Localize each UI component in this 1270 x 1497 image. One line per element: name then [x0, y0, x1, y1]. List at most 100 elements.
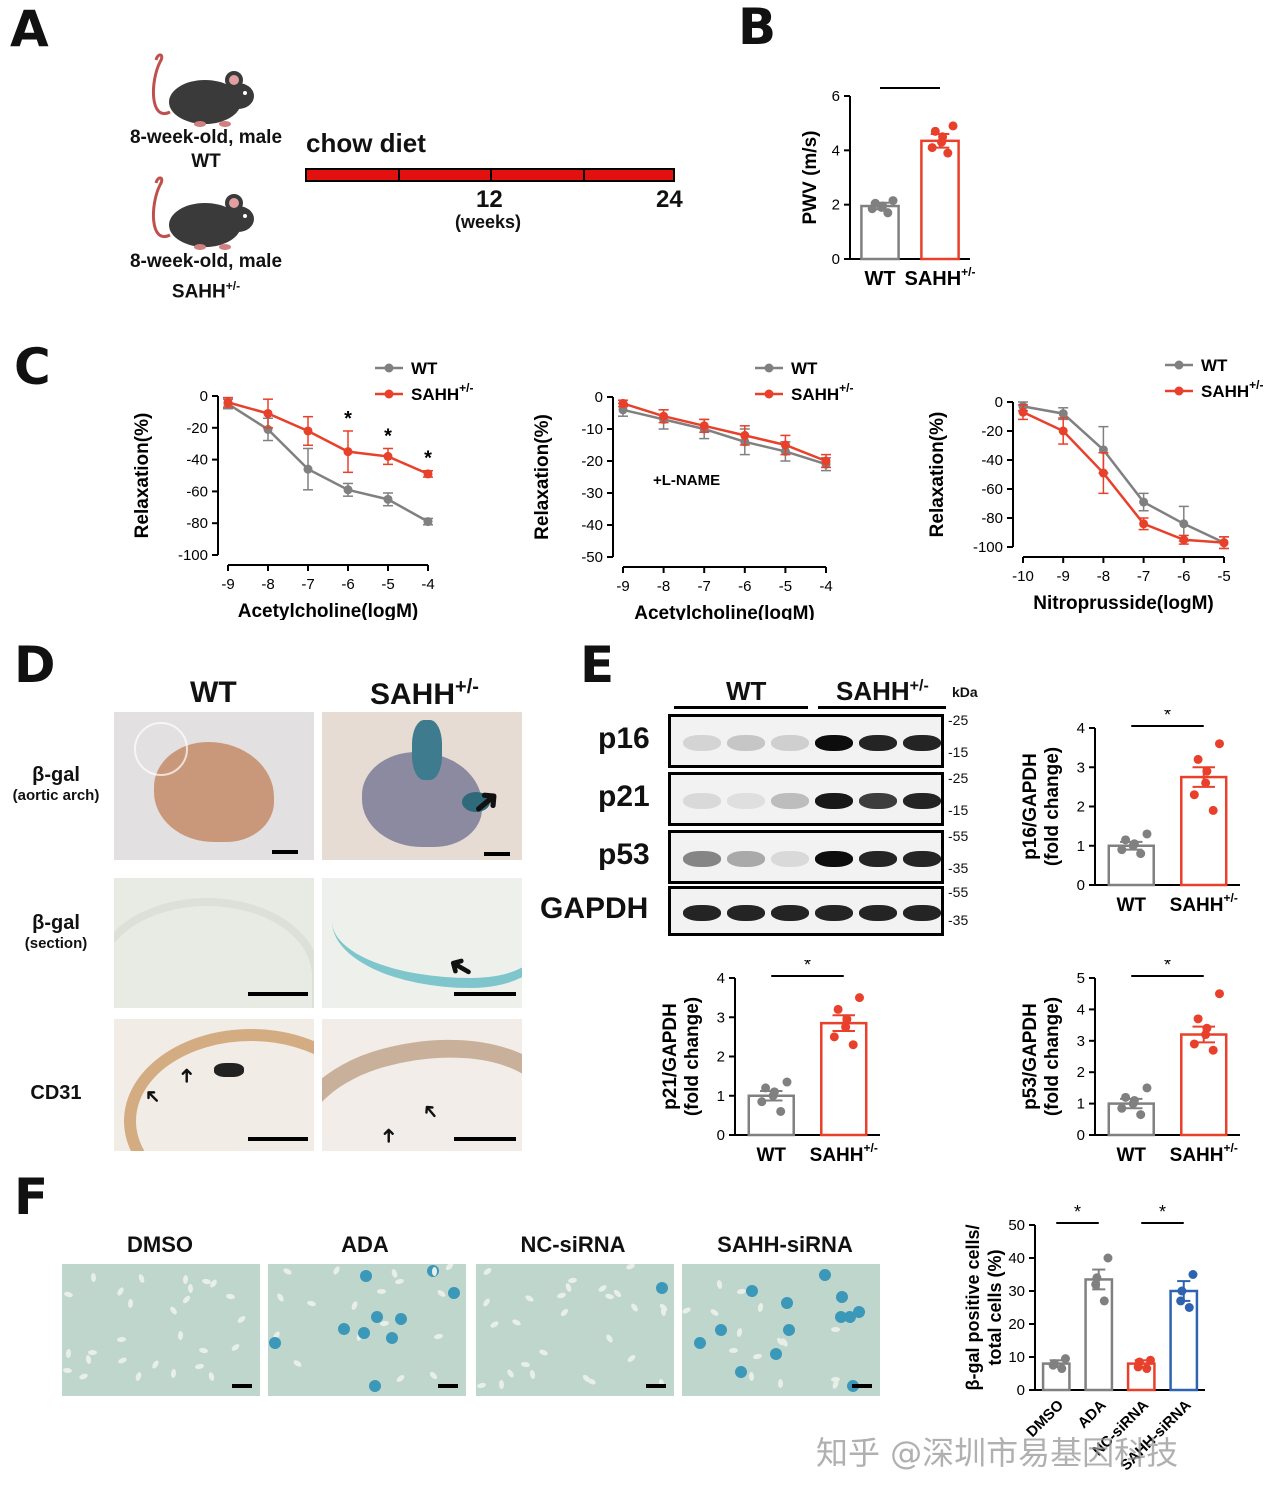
legend-marker — [764, 389, 774, 399]
cell — [612, 1288, 623, 1298]
y-axis-label: p53/GAPDH — [1020, 1003, 1041, 1110]
panel-label-b: B — [738, 0, 777, 56]
blot-marker: -35 — [948, 912, 969, 928]
x-tick-sup: +/- — [961, 265, 975, 279]
y-tick-label: -100 — [178, 547, 208, 564]
legend-marker — [1174, 386, 1184, 396]
data-point — [938, 132, 948, 142]
bar — [1107, 844, 1155, 887]
y-tick-label: 4 — [717, 970, 725, 987]
chart-p53: 0 1 2 3 4 5 WT SAHH+/- * p53/GAPDH (fold change) — [1020, 960, 1240, 1166]
data-point — [1142, 1083, 1152, 1093]
y-tick-label: 2 — [1077, 1064, 1085, 1081]
x-tick-sup: +/- — [1224, 1141, 1238, 1155]
mouse1-line2: WT — [191, 151, 221, 172]
significance-mark: * — [344, 408, 352, 430]
scale-bar — [646, 1384, 666, 1388]
blot-band — [683, 905, 721, 921]
data-point — [1208, 1045, 1218, 1055]
cell — [178, 1331, 184, 1341]
y-axis-label: (fold change) — [682, 997, 703, 1116]
panel-label-a: A — [10, 0, 49, 58]
cell — [567, 1276, 578, 1284]
legend-marker — [764, 363, 774, 373]
y-tick-label: 20 — [1008, 1316, 1025, 1333]
series-line — [1022, 411, 1225, 544]
cell — [489, 1320, 500, 1330]
legend-marker — [1174, 360, 1184, 370]
series-line — [227, 401, 429, 476]
cell — [629, 1302, 640, 1313]
x-tick-label: -7 — [698, 578, 711, 595]
y-tick-label: 3 — [1077, 1033, 1085, 1050]
x-tick-label: -9 — [1057, 568, 1070, 585]
data-point — [618, 405, 628, 415]
cell — [653, 1280, 671, 1297]
blot-group-wt: WT — [726, 676, 767, 706]
significance-mark: * — [906, 80, 913, 87]
x-tick-label: -5 — [779, 578, 792, 595]
panel-label-c: C — [14, 338, 51, 396]
cell — [505, 1368, 516, 1379]
chart-p16: 0 1 2 3 4 WT SAHH+/- * p16/GAPDH (fold change) — [1020, 710, 1240, 916]
cell — [736, 1327, 744, 1338]
f-micrograph — [268, 1264, 466, 1396]
blot-group-sahh: SAHH — [836, 676, 910, 706]
y-tick-label: 6 — [832, 88, 840, 105]
y-tick-label: -60 — [186, 483, 208, 500]
data-point — [1018, 407, 1028, 417]
blot-band — [727, 851, 765, 867]
y-tick-label: -20 — [981, 423, 1003, 440]
diet-label: chow diet — [306, 128, 426, 158]
aortic-arch-sahh-image: ➜ — [322, 712, 522, 860]
x-tick-label: -7 — [301, 576, 314, 593]
data-point — [1214, 739, 1224, 749]
y-tick-label: 0 — [595, 389, 603, 406]
d-row1-label: β-gal — [32, 764, 80, 786]
data-point — [1103, 1253, 1113, 1263]
d-col-wt: WT — [190, 676, 237, 709]
data-point — [1136, 1110, 1146, 1120]
blot-marker: -35 — [948, 860, 969, 876]
cell — [445, 1284, 463, 1302]
data-point — [223, 397, 233, 407]
cell — [605, 1333, 615, 1344]
cell — [744, 1283, 760, 1299]
data-point — [1179, 519, 1189, 529]
data-point — [659, 411, 669, 421]
cell — [395, 1374, 406, 1384]
cell — [394, 1278, 405, 1286]
data-point — [927, 143, 937, 153]
cell — [768, 1347, 783, 1362]
cell — [498, 1379, 505, 1389]
blot-label-p21: p21 — [598, 780, 650, 813]
x-tick-label: -4 — [819, 578, 832, 595]
mouse2-line1: 8-week-old, male — [129, 251, 283, 272]
cell — [830, 1327, 840, 1333]
legend-label: SAHH+/- — [791, 381, 854, 404]
legend-label: SAHH+/- — [411, 381, 474, 404]
y-tick-label: -50 — [581, 549, 603, 566]
data-point — [343, 447, 353, 457]
data-point — [829, 1032, 839, 1042]
scale-bar — [852, 1384, 872, 1388]
cell — [187, 1284, 194, 1294]
data-point — [1142, 1364, 1152, 1374]
cell — [436, 1288, 447, 1298]
blot-band — [771, 851, 809, 867]
cell — [225, 1293, 236, 1301]
bar — [1084, 1278, 1114, 1392]
blot-band — [903, 905, 941, 921]
cell — [778, 1378, 784, 1388]
y-tick-label: 4 — [832, 142, 840, 159]
blot-band — [683, 851, 721, 867]
x-tick-label: SAHH+/- — [1170, 1141, 1238, 1166]
d-col-sahh: SAHH — [370, 678, 456, 711]
data-point — [1189, 790, 1199, 800]
data-point — [1136, 849, 1146, 859]
blot-marker: -15 — [948, 744, 969, 760]
cell — [182, 1274, 188, 1284]
data-point — [1134, 1357, 1144, 1367]
legend-sup: +/- — [459, 381, 473, 395]
